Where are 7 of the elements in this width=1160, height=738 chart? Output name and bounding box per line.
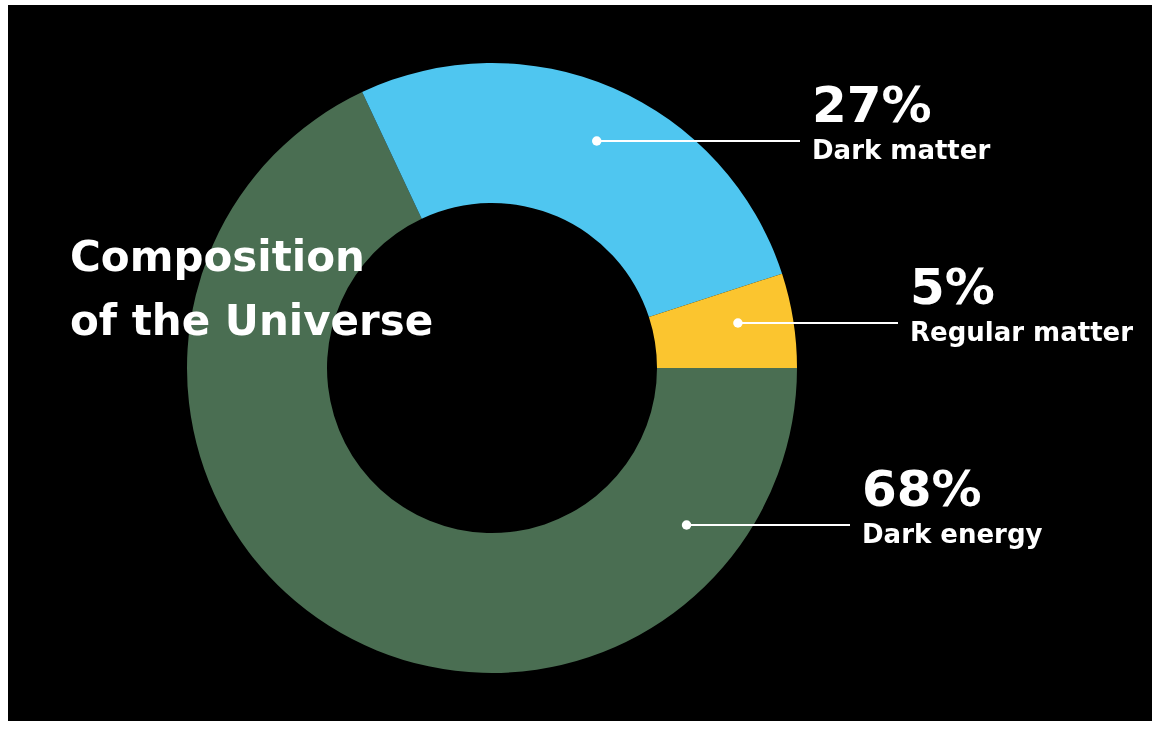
slice-label: Regular matter [910,317,1134,347]
slice-label: Dark matter [812,135,991,165]
data-label: 68% [862,460,982,518]
slice-label: Dark energy [862,519,1043,549]
donut-slice [648,273,797,368]
data-label: 5% [910,258,995,316]
data-label: 27% [812,76,932,134]
